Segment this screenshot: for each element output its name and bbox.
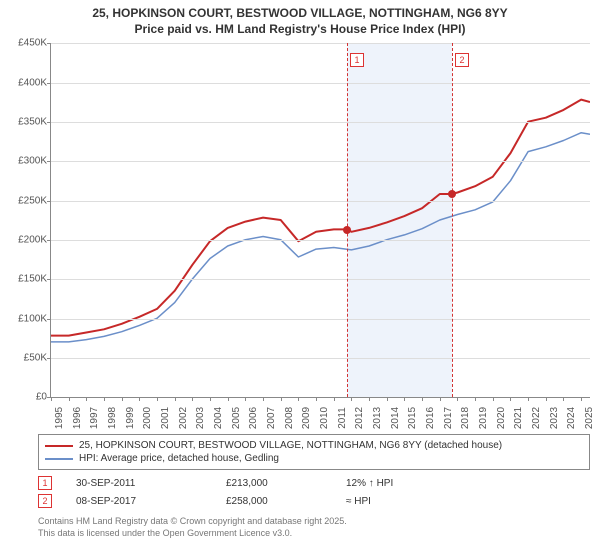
x-axis-label: 2011	[337, 407, 348, 429]
event-marker: 1	[350, 53, 364, 67]
footer: Contains HM Land Registry data © Crown c…	[38, 516, 590, 539]
title-line1: 25, HOPKINSON COURT, BESTWOOD VILLAGE, N…	[0, 6, 600, 22]
x-axis-label: 2009	[301, 407, 312, 429]
x-axis-label: 2022	[531, 407, 542, 429]
x-axis-label: 2020	[496, 407, 507, 429]
x-axis-label: 2016	[425, 407, 436, 429]
y-axis-label: £200K	[3, 234, 47, 245]
y-axis-label: £300K	[3, 156, 47, 167]
legend-swatch	[45, 445, 73, 447]
y-axis-label: £150K	[3, 274, 47, 285]
legend-label: HPI: Average price, detached house, Gedl…	[79, 453, 279, 464]
y-axis-label: £0	[3, 392, 47, 403]
x-axis-label: 2021	[513, 407, 524, 429]
sales-table: 1 30-SEP-2011£213,00012% ↑ HPI 2 08-SEP-201…	[38, 474, 590, 510]
chart-title: 25, HOPKINSON COURT, BESTWOOD VILLAGE, N…	[0, 0, 600, 39]
x-axis-label: 1996	[72, 407, 83, 429]
x-axis-label: 2012	[354, 407, 365, 429]
x-axis-label: 2005	[231, 407, 242, 429]
chart-svg	[51, 43, 590, 397]
sale-pct: 12% ↑ HPI	[346, 478, 393, 489]
x-axis-label: 2006	[248, 407, 259, 429]
legend-item: HPI: Average price, detached house, Gedl…	[45, 452, 583, 465]
event-line	[452, 43, 453, 397]
x-axis-label: 2001	[160, 407, 171, 429]
legend-label: 25, HOPKINSON COURT, BESTWOOD VILLAGE, N…	[79, 440, 502, 451]
x-axis-label: 1998	[107, 407, 118, 429]
sale-dot	[448, 190, 456, 198]
sale-date: 30-SEP-2011	[76, 478, 226, 489]
legend-item: 25, HOPKINSON COURT, BESTWOOD VILLAGE, N…	[45, 439, 583, 452]
y-axis-label: £400K	[3, 77, 47, 88]
x-axis-label: 2013	[372, 407, 383, 429]
x-axis-label: 2002	[178, 407, 189, 429]
x-axis-label: 2024	[566, 407, 577, 429]
footer-line1: Contains HM Land Registry data © Crown c…	[38, 516, 590, 528]
x-axis-label: 1999	[125, 407, 136, 429]
sale-marker: 1	[38, 476, 52, 490]
sale-row: 1 30-SEP-2011£213,00012% ↑ HPI	[38, 474, 590, 492]
y-axis-label: £350K	[3, 116, 47, 127]
x-axis-label: 2014	[390, 407, 401, 429]
sale-price: £213,000	[226, 478, 346, 489]
y-axis-label: £50K	[3, 352, 47, 363]
sale-price: £258,000	[226, 496, 346, 507]
sale-pct: ≈ HPI	[346, 496, 371, 507]
x-axis-label: 2018	[460, 407, 471, 429]
series-line	[51, 133, 590, 342]
line-chart: £0£50K£100K£150K£200K£250K£300K£350K£400…	[50, 43, 590, 398]
x-axis-label: 2025	[584, 407, 595, 429]
x-axis-label: 2007	[266, 407, 277, 429]
x-axis-label: 2015	[407, 407, 418, 429]
sale-date: 08-SEP-2017	[76, 496, 226, 507]
x-axis-label: 2004	[213, 407, 224, 429]
x-axis-label: 2017	[443, 407, 454, 429]
x-axis-label: 2003	[195, 407, 206, 429]
title-line2: Price paid vs. HM Land Registry's House …	[0, 22, 600, 38]
x-axis-label: 2019	[478, 407, 489, 429]
event-marker: 2	[455, 53, 469, 67]
footer-line2: This data is licensed under the Open Gov…	[38, 528, 590, 540]
sale-dot	[343, 226, 351, 234]
sale-row: 2 08-SEP-2017£258,000≈ HPI	[38, 492, 590, 510]
series-line	[51, 100, 590, 336]
y-axis-label: £100K	[3, 313, 47, 324]
y-axis-label: £250K	[3, 195, 47, 206]
sale-marker: 2	[38, 494, 52, 508]
x-axis-label: 2008	[284, 407, 295, 429]
x-axis-label: 2000	[142, 407, 153, 429]
y-axis-label: £450K	[3, 38, 47, 49]
legend-swatch	[45, 458, 73, 460]
x-axis-label: 2010	[319, 407, 330, 429]
event-line	[347, 43, 348, 397]
x-axis-label: 1995	[54, 407, 65, 429]
x-axis-label: 2023	[549, 407, 560, 429]
x-axis-label: 1997	[89, 407, 100, 429]
legend: 25, HOPKINSON COURT, BESTWOOD VILLAGE, N…	[38, 434, 590, 470]
